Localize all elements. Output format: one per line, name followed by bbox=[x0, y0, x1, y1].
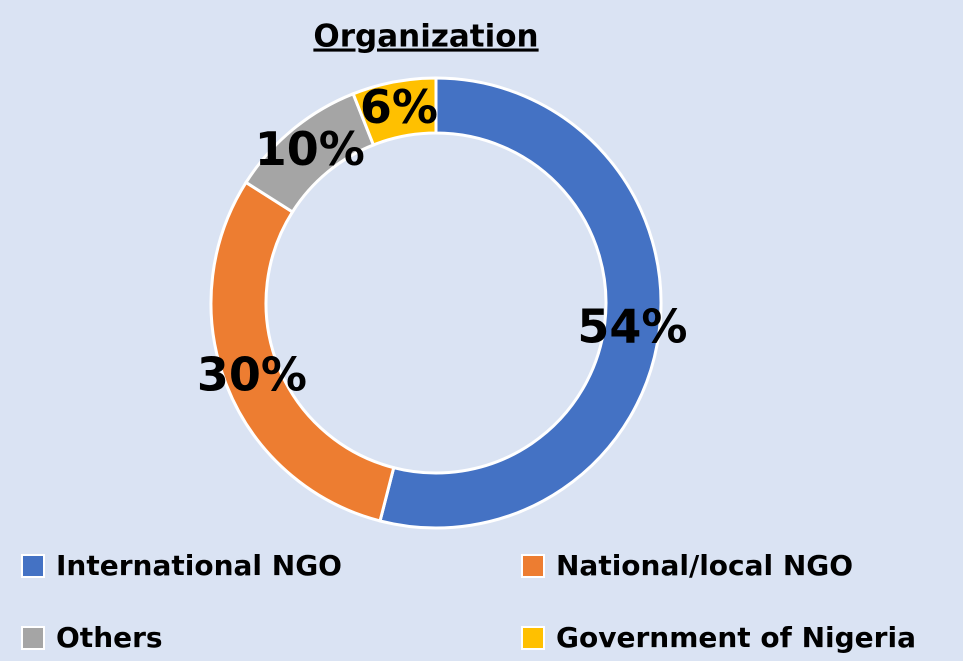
data-label: 30% bbox=[197, 347, 307, 401]
legend-label: Others bbox=[56, 621, 163, 654]
legend-swatch bbox=[521, 554, 545, 578]
legend-swatch bbox=[21, 626, 45, 650]
data-label: 54% bbox=[577, 299, 687, 353]
donut-segment bbox=[351, 76, 438, 147]
data-label: 6% bbox=[360, 80, 438, 134]
data-label: 10% bbox=[255, 122, 365, 176]
legend-label: International NGO bbox=[56, 549, 342, 582]
legend-swatch bbox=[521, 626, 545, 650]
chart-title: Organization bbox=[313, 19, 538, 55]
legend-swatch bbox=[21, 554, 45, 578]
legend-label: National/local NGO bbox=[556, 549, 853, 582]
legend-label: Government of Nigeria bbox=[556, 621, 916, 654]
donut-segment bbox=[378, 76, 663, 530]
